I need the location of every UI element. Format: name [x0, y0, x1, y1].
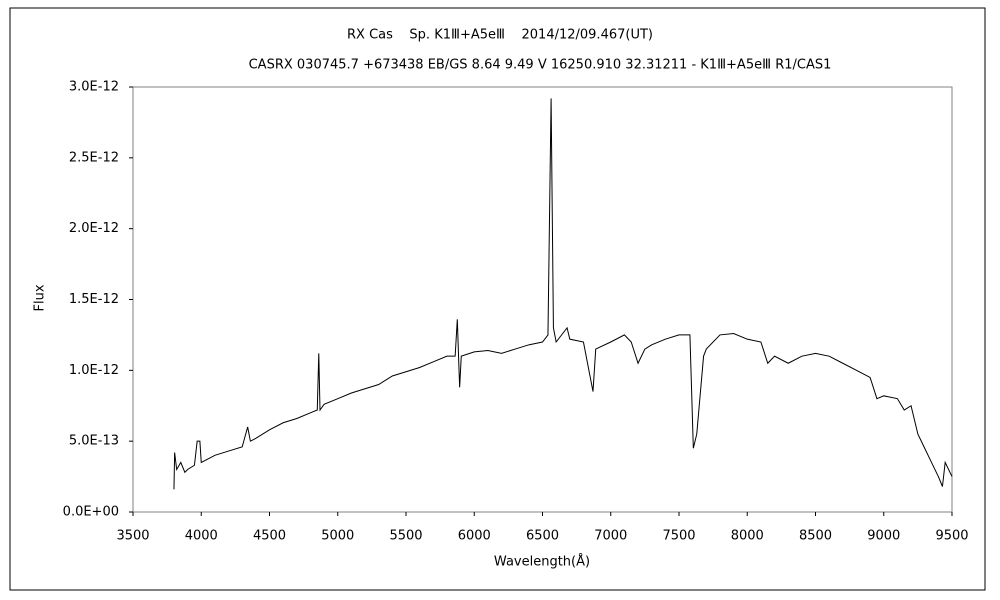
y-tick-label: 2.0E-12: [69, 221, 119, 236]
x-tick-label: 5500: [389, 529, 422, 544]
x-tick-label: 8500: [799, 529, 832, 544]
x-tick-label: 7500: [662, 529, 695, 544]
x-tick-label: 6000: [458, 529, 491, 544]
y-tick-label: 3.0E-12: [69, 80, 119, 95]
x-tick-label: 9500: [935, 529, 968, 544]
chart-frame: [9, 7, 986, 591]
x-tick-label: 4500: [253, 529, 286, 544]
chart-subtitle: CASRX 030745.7 +673438 EB/GS 8.64 9.49 V…: [249, 58, 832, 73]
x-axis-label: Wavelength(Å): [494, 554, 590, 570]
x-tick-label: 8000: [731, 529, 764, 544]
y-tick-label: 5.0E-13: [69, 434, 119, 449]
y-tick-label: 1.5E-12: [69, 292, 119, 307]
x-tick-label: 5000: [321, 529, 354, 544]
chart-title: RX Cas Sp. K1Ⅲ+A5eⅢ 2014/12/09.467(UT): [347, 28, 653, 43]
y-tick-label: 2.5E-12: [69, 150, 119, 165]
x-tick-label: 9000: [867, 529, 900, 544]
y-axis-label: Flux: [33, 284, 48, 311]
x-tick-label: 7000: [594, 529, 627, 544]
x-tick-label: 3500: [116, 529, 149, 544]
y-tick-label: 0.0E+00: [63, 505, 119, 520]
y-tick-label: 1.0E-12: [69, 363, 119, 378]
x-tick-label: 6500: [526, 529, 559, 544]
spectrum-line: [173, 98, 953, 490]
x-tick-label: 4000: [185, 529, 218, 544]
